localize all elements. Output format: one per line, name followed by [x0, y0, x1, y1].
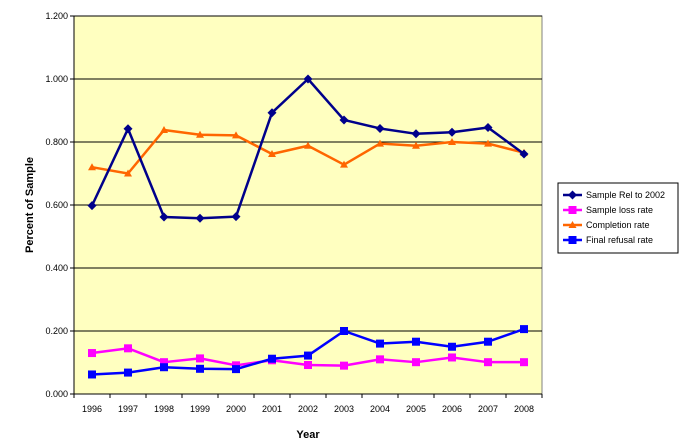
- data-point: [124, 368, 132, 377]
- series-final-refusal-rate: [88, 325, 528, 379]
- data-point: [520, 325, 528, 334]
- series-sample-rel-to-2002: [87, 74, 529, 223]
- data-point: [412, 141, 420, 149]
- data-point: [412, 358, 420, 367]
- x-tick-label: 1996: [82, 404, 102, 414]
- legend-item: Sample Rel to 2002: [563, 190, 665, 200]
- data-point: [484, 139, 492, 147]
- data-point: [267, 108, 277, 118]
- data-point: [160, 126, 168, 134]
- data-point: [376, 339, 384, 348]
- data-point: [376, 139, 384, 147]
- data-point: [303, 74, 313, 84]
- legend-item: Completion rate: [563, 220, 650, 230]
- legend-item: Sample loss rate: [563, 205, 653, 215]
- data-point: [159, 212, 169, 222]
- x-tick-label: 2006: [442, 404, 462, 414]
- legend-label: Sample Rel to 2002: [586, 190, 665, 200]
- data-point: [484, 358, 492, 367]
- legend-item: Final refusal rate: [563, 235, 653, 245]
- y-tick-label: 0.000: [45, 389, 68, 399]
- legend: Sample Rel to 2002 Sample loss rate Comple…: [557, 182, 679, 254]
- data-point: [376, 355, 384, 364]
- data-point: [232, 365, 240, 374]
- data-point: [88, 349, 96, 358]
- data-point: [448, 138, 456, 145]
- data-point: [160, 358, 168, 367]
- data-point: [123, 124, 133, 134]
- data-point: [519, 149, 529, 159]
- x-tick-label: 1997: [118, 404, 138, 414]
- data-point: [447, 127, 457, 137]
- y-tick-label: 0.200: [45, 326, 68, 336]
- series-group: [87, 74, 529, 379]
- data-point: [304, 361, 312, 370]
- series-sample-loss-rate: [88, 344, 528, 370]
- x-tick-label: 2001: [262, 404, 282, 414]
- legend-label: Final refusal rate: [586, 235, 653, 245]
- data-point: [268, 354, 276, 363]
- data-point: [88, 370, 96, 379]
- x-tick-label: 2005: [406, 404, 426, 414]
- data-point: [231, 212, 241, 222]
- x-axis-tick-labels: 1996 1997 1998 1999 2000 2001 2002 2003 2004 2005…: [82, 404, 534, 414]
- data-point: [124, 169, 132, 177]
- data-point: [375, 123, 385, 133]
- data-point: [340, 160, 348, 168]
- data-point: [304, 141, 312, 149]
- x-axis-title: Year: [296, 429, 320, 441]
- data-point: [448, 353, 456, 362]
- legend-swatch-marker: [568, 236, 577, 244]
- data-point: [196, 354, 204, 363]
- data-point: [232, 131, 240, 139]
- data-point: [268, 149, 276, 157]
- data-point: [196, 130, 204, 138]
- data-point: [124, 344, 132, 353]
- y-tick-label: 1.000: [45, 74, 68, 84]
- x-tick-label: 2004: [370, 404, 390, 414]
- series-completion-rate: [88, 126, 528, 177]
- legend-box: [557, 182, 679, 254]
- x-tick-label: 2003: [334, 404, 354, 414]
- y-tick-label: 0.400: [45, 263, 68, 273]
- data-point: [339, 115, 349, 125]
- x-tick-label: 2008: [514, 404, 534, 414]
- data-point: [88, 163, 96, 171]
- data-point: [87, 201, 97, 211]
- y-axis-tick-labels: 0.000 0.200 0.400 0.600 0.800 1.000 1.200: [45, 11, 68, 399]
- y-tick-label: 0.800: [45, 137, 68, 147]
- data-point: [484, 337, 492, 346]
- legend-label: Completion rate: [586, 220, 650, 230]
- x-tick-label: 2002: [298, 404, 318, 414]
- y-tick-label: 1.200: [45, 11, 68, 21]
- data-point: [195, 213, 205, 223]
- y-tick-label: 0.600: [45, 200, 68, 210]
- data-point: [412, 337, 420, 346]
- data-point: [448, 342, 456, 351]
- x-tick-label: 1998: [154, 404, 174, 414]
- data-point: [411, 129, 421, 139]
- x-tick-label: 2000: [226, 404, 246, 414]
- data-point: [340, 361, 348, 370]
- data-point: [340, 327, 348, 335]
- axes: [70, 15, 543, 398]
- data-point: [196, 364, 204, 373]
- x-tick-label: 2007: [478, 404, 498, 414]
- legend-swatch-marker: [568, 206, 577, 214]
- data-point: [304, 351, 312, 360]
- legend-swatch-marker: [568, 190, 577, 200]
- data-point: [160, 363, 168, 372]
- legend-label: Sample loss rate: [586, 205, 653, 215]
- x-tick-label: 1999: [190, 404, 210, 414]
- legend-swatch-marker: [568, 221, 577, 228]
- y-axis-title: Percent of Sample: [24, 157, 36, 253]
- data-point: [520, 358, 528, 367]
- data-point: [483, 123, 493, 133]
